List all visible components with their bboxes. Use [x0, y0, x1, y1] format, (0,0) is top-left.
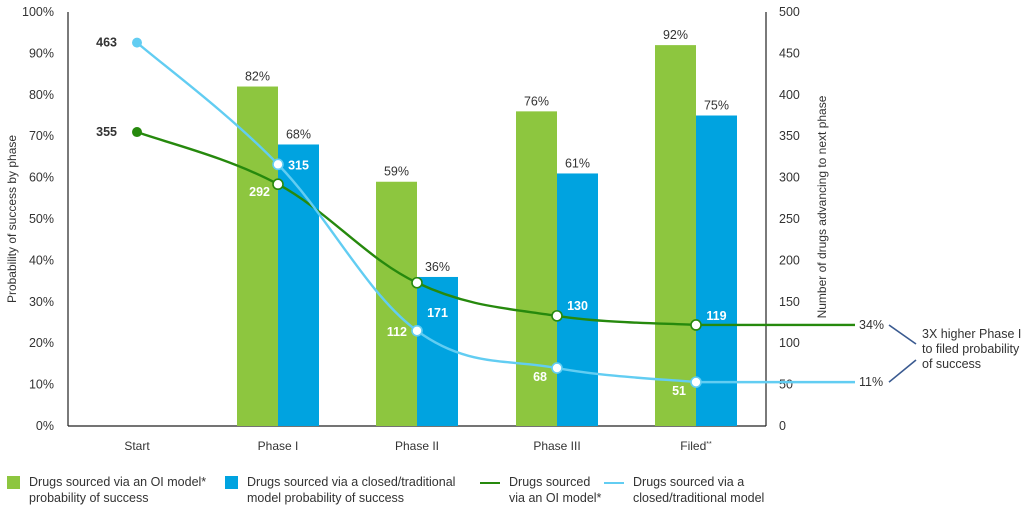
- line-marker: [411, 324, 423, 337]
- legend-item-oi-line: Drugs sourced via an OI model*: [480, 474, 601, 506]
- line-value-label: 112: [387, 325, 407, 339]
- line-value-label: 292: [249, 185, 270, 199]
- left-tick-label: 20%: [29, 336, 54, 350]
- legend-item-closed-bars: Drugs sourced via a closed/traditional m…: [225, 474, 455, 506]
- right-tick-label: 50: [779, 378, 793, 392]
- chart: 0% 10% 20% 30% 40% 50% 60% 70% 80% 90% 100% 0 50 100 1…: [5, 5, 1021, 453]
- bar: [655, 45, 696, 427]
- bar-value-label: 59%: [384, 165, 409, 179]
- line-marker: [690, 376, 702, 388]
- legend-label: Drugs sourced via an OI model* probabili…: [29, 475, 207, 505]
- line-marker: [551, 310, 563, 322]
- line-marker: [411, 276, 423, 289]
- line-value-label: 51: [672, 384, 686, 398]
- left-tick-label: 80%: [29, 88, 54, 102]
- legend-line-closed: [604, 482, 624, 484]
- left-tick-label: 60%: [29, 171, 54, 185]
- bar-value-label: 68%: [286, 127, 311, 141]
- bar: [376, 181, 417, 426]
- end-label: 11%: [859, 375, 883, 389]
- bar: [516, 111, 557, 427]
- right-axis-title: Number of drugs advancing to next phase: [815, 95, 829, 318]
- x-tick-label: Phase II: [395, 439, 439, 453]
- x-tick-label: Phase III: [533, 439, 580, 453]
- bar-value-label: 75%: [704, 99, 729, 113]
- bar-inner-label: 119: [706, 309, 726, 323]
- legend-label: Drugs sourced via a closed/traditional m…: [633, 475, 765, 505]
- bar-value-label: 92%: [663, 28, 688, 42]
- right-tick-label: 300: [779, 171, 800, 185]
- bar-value-label: 76%: [524, 94, 549, 108]
- line-marker: [132, 127, 142, 138]
- bar: [237, 86, 278, 427]
- series-line: [136, 41, 697, 384]
- callout-connector: [888, 359, 917, 383]
- right-tick-label: 450: [779, 46, 800, 60]
- line-marker: [132, 37, 142, 48]
- bar-value-label: 61%: [565, 156, 590, 170]
- left-tick-label: 30%: [29, 295, 54, 309]
- legend-swatch-oi: [7, 476, 20, 489]
- legend-label: Drugs sourced via an OI model*: [509, 475, 602, 505]
- bar-inner-label: 315: [288, 158, 309, 172]
- bar: [696, 115, 737, 426]
- right-tick-label: 350: [779, 129, 800, 143]
- bar-inner-label: 171: [427, 306, 448, 320]
- right-tick-label: 0: [779, 419, 786, 433]
- bar: [557, 173, 598, 426]
- bar: [278, 144, 319, 427]
- end-label: 34%: [859, 318, 884, 332]
- left-tick-label: 0%: [36, 419, 54, 433]
- line-value-label: 68: [533, 370, 547, 384]
- legend-line-oi: [480, 482, 500, 484]
- line-value-label: 355: [96, 125, 117, 139]
- legend-item-closed-line: Drugs sourced via a closed/traditional m…: [604, 474, 764, 506]
- bar: [417, 276, 458, 426]
- line-marker: [272, 178, 284, 191]
- bar-value-label: 36%: [425, 260, 450, 274]
- x-tick-label: Phase I: [258, 439, 299, 453]
- right-tick-label: 200: [779, 253, 800, 267]
- right-tick-label: 150: [779, 295, 800, 309]
- callout-text: to filed probability: [922, 342, 1020, 356]
- left-tick-label: 70%: [29, 129, 54, 143]
- bar-value-label: 82%: [245, 70, 270, 84]
- legend-swatch-closed: [225, 476, 238, 489]
- left-tick-label: 40%: [29, 253, 54, 267]
- line-value-label: 463: [96, 36, 117, 50]
- x-tick-label: Start: [124, 439, 150, 453]
- callout-text: of success: [922, 357, 981, 371]
- bar-inner-label: 130: [567, 299, 588, 313]
- line-marker: [690, 319, 702, 331]
- legend-label: Drugs sourced via a closed/traditional m…: [247, 475, 456, 505]
- left-axis-title: Probability of success by phase: [5, 135, 19, 303]
- right-tick-label: 400: [779, 88, 800, 102]
- left-tick-label: 10%: [29, 378, 54, 392]
- right-tick-label: 100: [779, 336, 800, 350]
- right-tick-label: 500: [779, 5, 800, 19]
- left-tick-label: 100%: [22, 5, 54, 19]
- callout-connector: [888, 324, 917, 345]
- left-tick-label: 50%: [29, 212, 54, 226]
- left-tick-label: 90%: [29, 46, 54, 60]
- legend-item-oi-bars: Drugs sourced via an OI model* probabili…: [7, 474, 206, 506]
- callout-text: 3X higher Phase I: [922, 327, 1021, 341]
- line-marker: [272, 158, 284, 171]
- right-tick-label: 250: [779, 212, 800, 226]
- line-marker: [551, 362, 563, 374]
- legend: Drugs sourced via an OI model* probabili…: [0, 474, 1026, 506]
- x-tick-label: Filed**: [680, 439, 712, 453]
